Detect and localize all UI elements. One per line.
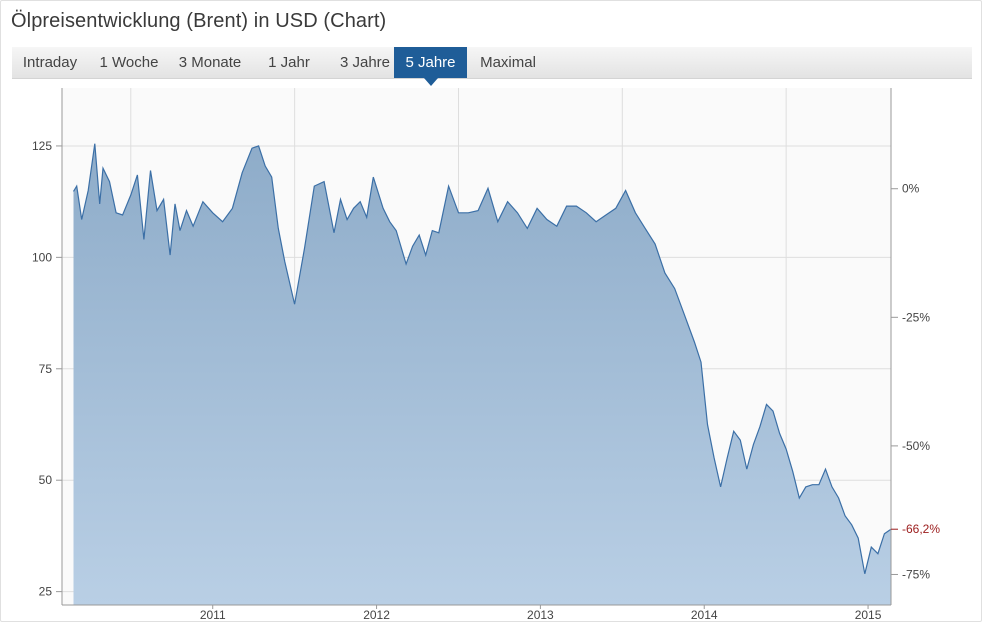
current-change-label: -66,2% [902,522,940,536]
price-area [73,143,891,605]
page-title: Ölpreisentwicklung (Brent) in USD (Chart… [11,10,387,32]
percent-tick-label: -50% [902,439,930,453]
active-tab-pointer [423,78,438,86]
y-tick-label: 50 [39,473,53,487]
axes [56,88,898,609]
tab-3-monate[interactable]: 3 Monate [178,54,242,71]
tab-1-jahr[interactable]: 1 Jahr [268,54,310,71]
range-tabs: Intraday 1 Woche 3 Monate 1 Jahr 3 Jahre… [12,47,972,86]
tab-3-jahre[interactable]: 3 Jahre [339,54,391,71]
tab-1-woche[interactable]: 1 Woche [99,54,159,71]
y-tick-label: 125 [32,139,52,153]
tab-intraday[interactable]: Intraday [22,54,78,71]
price-line [72,143,892,574]
y-tick-label: 75 [39,362,53,376]
tick-labels: 25 50 75 100 125 2011 2012 2013 2014 2015 0% -25% -5… [32,139,940,622]
tab-5-jahre-label: 5 Jahre [405,54,456,71]
y-tick-label: 100 [32,250,52,264]
x-tick-label: 2012 [363,608,390,622]
x-tick-label: 2014 [691,608,718,622]
percent-tick-label: -75% [902,567,930,581]
tab-maximal[interactable]: Maximal [480,54,536,71]
x-tick-label: 2015 [855,608,882,622]
y-tick-label: 25 [39,585,53,599]
tab-5-jahre[interactable]: 5 Jahre [394,47,467,86]
x-tick-label: 2013 [527,608,554,622]
percent-tick-label: -25% [902,310,930,324]
x-tick-label: 2011 [200,608,226,622]
percent-tick-label: 0% [902,182,920,196]
